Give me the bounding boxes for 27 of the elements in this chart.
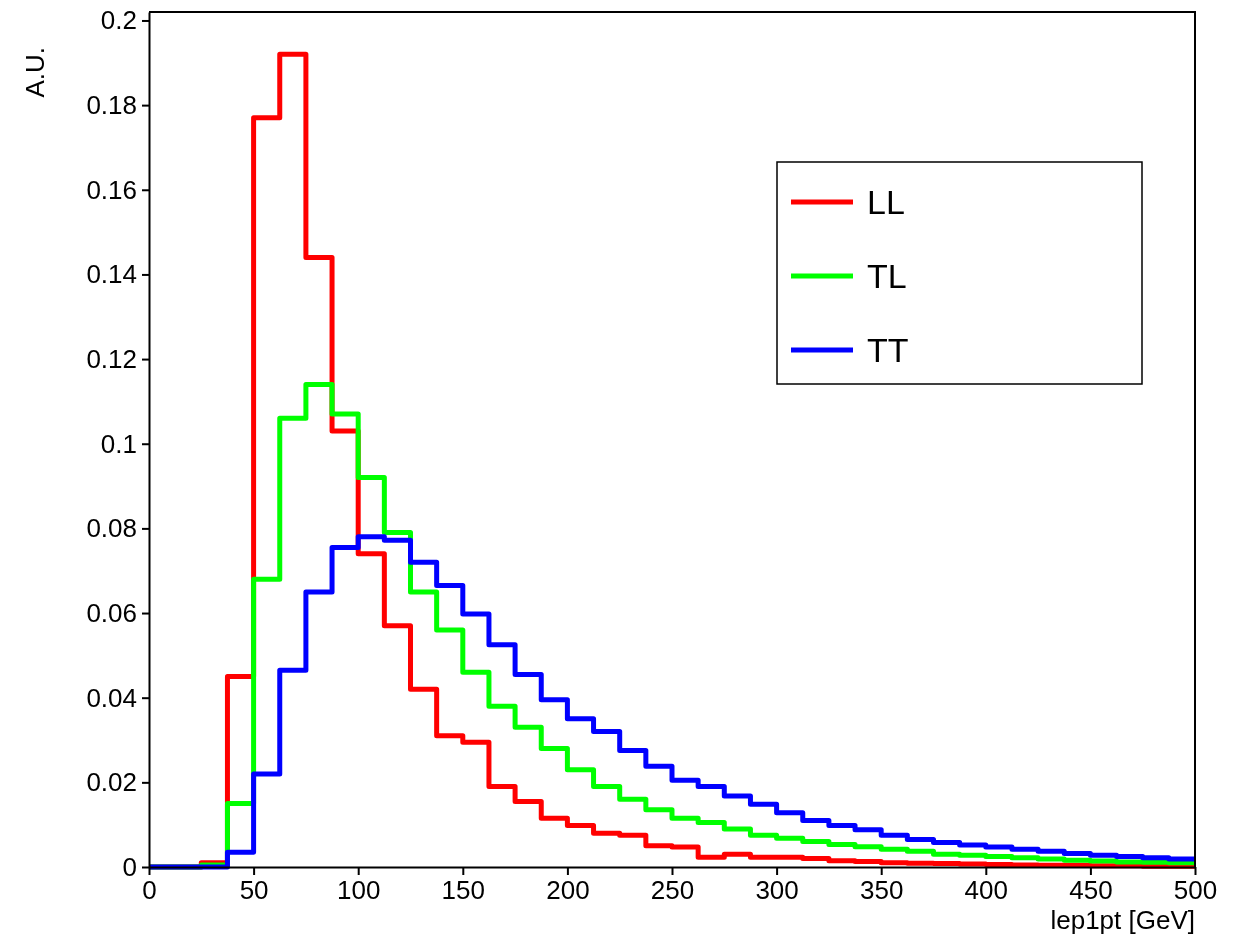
y-tick-label: 0.06 (86, 597, 137, 628)
y-axis-title: A.U. (20, 47, 50, 98)
y-tick-label: 0.2 (100, 5, 137, 36)
y-tick-label: 0.18 (86, 89, 137, 120)
y-tick-label: 0.12 (86, 343, 137, 374)
x-tick-label: 300 (755, 875, 799, 906)
x-axis-title: lep1pt [GeV] (1050, 905, 1195, 935)
legend-label: LL (867, 183, 905, 221)
legend-label: TT (867, 331, 909, 369)
x-tick-label: 50 (239, 875, 269, 906)
x-tick-label: 0 (142, 875, 157, 906)
x-tick-label: 250 (650, 875, 695, 906)
x-tick-label: 100 (337, 875, 381, 906)
y-tick-label: 0.04 (86, 682, 137, 713)
x-tick-label: 400 (964, 875, 1008, 906)
x-tick-label: 500 (1173, 875, 1218, 906)
x-tick-label: 150 (441, 875, 485, 906)
y-tick-label: 0.14 (86, 259, 137, 290)
x-tick-label: 350 (860, 875, 904, 906)
legend-label: TL (867, 257, 907, 295)
y-tick-label: 0.02 (86, 767, 137, 798)
y-tick-label: 0.16 (86, 174, 137, 205)
y-tick-label: 0 (122, 851, 137, 882)
x-tick-label: 200 (546, 875, 590, 906)
x-tick-label: 450 (1069, 875, 1113, 906)
y-tick-label: 0.08 (86, 513, 137, 544)
y-tick-label: 0.1 (100, 428, 137, 459)
